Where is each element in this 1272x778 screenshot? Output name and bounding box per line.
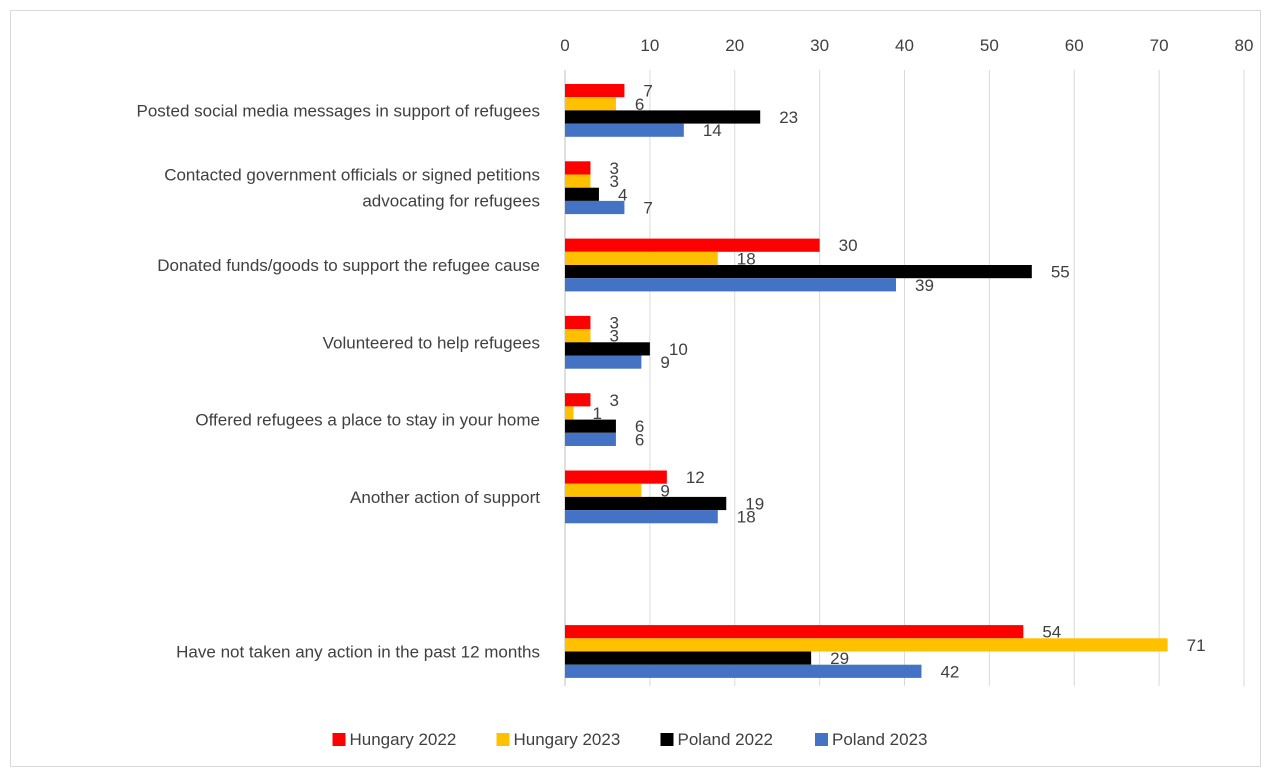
bar-hungary-2023 [565,638,1168,652]
data-label: 55 [1051,263,1070,282]
legend-swatch [332,733,346,746]
bar-poland-2022 [565,419,616,433]
bar-poland-2023 [565,510,718,524]
bar-hungary-2023 [565,251,718,265]
category-label: Offered refugees a place to stay in your… [195,411,540,430]
bar-poland-2023 [565,664,922,678]
data-label: 9 [660,353,669,372]
data-label: 6 [635,95,644,114]
bar-hungary-2022 [565,470,667,484]
legend-label: Hungary 2022 [350,730,457,749]
x-tick-label: 10 [640,36,659,55]
x-tick-label: 60 [1065,36,1084,55]
legend-swatch [815,733,828,746]
data-label: 23 [779,108,798,127]
bar-hungary-2022 [565,161,591,175]
data-label: 14 [703,121,722,140]
bar-hungary-2022 [565,84,625,98]
legend-swatch [496,733,510,746]
data-label: 3 [609,391,618,410]
category-label: Donated funds/goods to support the refug… [157,256,540,275]
x-tick-label: 40 [895,36,914,55]
bar-poland-2023 [565,123,684,137]
x-tick-label: 80 [1235,36,1254,55]
bar-hungary-2022 [565,238,820,252]
data-label: 54 [1042,623,1061,642]
x-tick-label: 0 [560,36,569,55]
data-label: 18 [737,249,756,268]
data-label: 71 [1187,636,1206,655]
data-label: 3 [609,327,618,346]
bar-poland-2022 [565,187,599,201]
data-label: 1 [592,404,601,423]
bar-poland-2023 [565,432,616,446]
category-label: Volunteered to help refugees [323,333,540,352]
bar-poland-2022 [565,651,812,665]
category-label: Contacted government officials or signed… [164,166,540,185]
data-label: 6 [635,417,644,436]
data-label: 4 [618,185,627,204]
bar-hungary-2022 [565,315,591,330]
x-tick-label: 50 [980,36,999,55]
category-label: Another action of support [350,488,540,507]
x-tick-label: 20 [725,36,744,55]
bar-hungary-2023 [565,174,591,188]
data-label: 18 [737,508,756,527]
bar-hungary-2023 [565,329,591,343]
bar-poland-2023 [565,200,625,215]
bar-poland-2022 [565,496,727,511]
category-label: advocating for refugees [362,192,540,211]
x-tick-label: 30 [810,36,829,55]
legend-label: Poland 2023 [832,730,927,749]
bar-hungary-2023 [565,406,574,420]
data-label: 42 [940,662,959,681]
bar-hungary-2023 [565,97,616,111]
data-label: 39 [915,276,934,295]
bar-hungary-2022 [565,393,591,407]
bar-hungary-2023 [565,483,642,497]
bar-poland-2023 [565,355,642,369]
category-label: Posted social media messages in support … [136,101,540,120]
data-label: 6 [635,430,644,449]
data-label: 3 [609,172,618,191]
category-label: Have not taken any action in the past 12… [176,643,540,662]
data-label: 3 [609,314,618,333]
data-label: 3 [609,159,618,178]
data-label: 7 [643,199,652,218]
legend-swatch [660,733,674,746]
x-tick-label: 70 [1150,36,1169,55]
data-label: 9 [660,481,669,500]
bar-poland-2022 [565,110,761,124]
bar-poland-2022 [565,265,1032,279]
data-label: 7 [643,82,652,101]
bar-poland-2023 [565,278,897,292]
legend-label: Poland 2022 [678,730,773,749]
data-label: 12 [686,468,705,487]
data-label: 19 [745,495,764,514]
legend-label: Hungary 2023 [514,730,621,749]
data-label: 30 [839,236,858,255]
data-label: 10 [669,340,688,359]
bar-hungary-2022 [565,625,1024,639]
data-label: 29 [830,649,849,668]
bar-poland-2022 [565,342,650,356]
